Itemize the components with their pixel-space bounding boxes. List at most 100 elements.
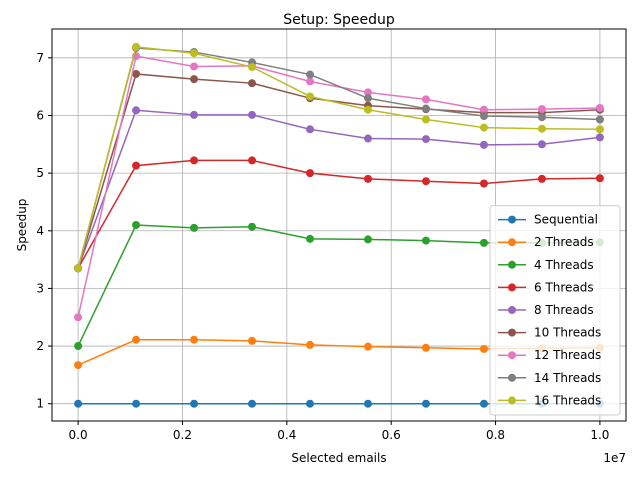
data-point: [132, 399, 141, 408]
data-point: [479, 238, 488, 247]
y-tick-label: 7: [36, 51, 44, 65]
data-point: [74, 264, 83, 273]
data-point: [190, 399, 199, 408]
legend-label: 12 Threads: [534, 348, 601, 362]
data-point: [190, 110, 199, 119]
legend-marker: [508, 396, 516, 405]
series-line: [77, 73, 600, 269]
data-point: [421, 104, 430, 113]
data-point: [74, 399, 83, 408]
legend-entry: 10 Threads: [498, 326, 601, 340]
legend-entry: 16 Threads: [498, 393, 601, 407]
legend-marker: [508, 351, 516, 360]
legend-entry: 14 Threads: [498, 371, 601, 385]
legend: Sequential 2 Threads 4 Threads 6 Threads 8 T…: [489, 205, 621, 416]
chart-title: Setup: Speedup: [283, 12, 395, 28]
data-point: [421, 135, 430, 144]
data-point: [363, 399, 372, 408]
legend-entry: 2 Threads: [498, 235, 594, 249]
data-point: [363, 94, 372, 103]
legend-entry: 4 Threads: [498, 258, 594, 272]
data-point: [479, 179, 488, 188]
data-point: [74, 361, 83, 370]
series-8-threads: [74, 106, 604, 273]
data-point: [595, 174, 604, 183]
legend-box: [489, 205, 621, 416]
legend-label: 16 Threads: [534, 393, 601, 407]
series-16-threads: [74, 42, 604, 273]
y-tick-label: 4: [36, 224, 44, 238]
data-point: [132, 161, 141, 170]
legend-marker: [508, 260, 516, 269]
legend-marker: [508, 306, 516, 314]
legend-entry: 8 Threads: [498, 303, 594, 317]
y-tick-label: 3: [36, 281, 44, 295]
x-tick-label: 0.4: [277, 428, 296, 442]
legend-entry: Sequential: [498, 213, 598, 227]
data-point: [479, 105, 488, 114]
y-tick-label: 2: [36, 339, 44, 353]
x-axis-offset-label: 1e7: [603, 451, 626, 465]
data-point: [595, 115, 604, 124]
data-point: [132, 106, 141, 115]
x-tick-label: 0.6: [382, 428, 401, 442]
data-point: [190, 223, 199, 232]
data-point: [132, 221, 141, 229]
data-point: [421, 177, 430, 186]
data-point: [306, 340, 315, 349]
data-point: [248, 79, 257, 88]
data-point: [190, 156, 199, 165]
data-point: [306, 77, 315, 86]
data-point: [306, 169, 315, 178]
legend-label: Sequential: [534, 213, 598, 227]
data-point: [537, 140, 546, 149]
data-point: [306, 399, 315, 408]
legend-label: 2 Threads: [534, 235, 594, 249]
data-point: [479, 399, 488, 408]
data-point: [537, 174, 546, 183]
series-line: [77, 109, 600, 269]
data-point: [132, 335, 141, 344]
series-line: [77, 46, 600, 269]
data-point: [595, 125, 604, 134]
legend-marker: [508, 215, 516, 224]
data-point: [363, 134, 372, 143]
y-tick-label: 1: [36, 397, 44, 411]
data-point: [421, 399, 430, 408]
x-tick-label: 1.0: [590, 428, 609, 442]
data-point: [363, 342, 372, 351]
legend-entry: 6 Threads: [498, 280, 594, 294]
data-point: [190, 49, 199, 58]
x-tick-label: 0.8: [486, 428, 505, 442]
legend-label: 4 Threads: [534, 258, 594, 272]
data-point: [248, 336, 257, 345]
x-tick-label: 0.0: [69, 428, 88, 442]
data-point: [190, 62, 199, 71]
data-point: [537, 124, 546, 133]
data-point: [537, 105, 546, 114]
data-point: [479, 112, 488, 121]
data-point: [248, 156, 257, 165]
plot-frame: [51, 28, 627, 422]
data-point: [479, 140, 488, 149]
y-axis-title: Speedup: [15, 199, 29, 252]
data-point: [190, 75, 199, 84]
legend-label: 14 Threads: [534, 371, 601, 385]
data-point: [132, 42, 141, 51]
data-point: [421, 343, 430, 352]
series-line: [77, 159, 600, 269]
legend-label: 6 Threads: [534, 280, 594, 294]
data-point: [421, 236, 430, 245]
legend-label: 10 Threads: [534, 326, 601, 340]
data-point: [421, 95, 430, 104]
data-point: [248, 222, 257, 231]
data-point: [74, 313, 83, 322]
data-point: [306, 70, 315, 79]
data-point: [306, 125, 315, 134]
data-point: [595, 103, 604, 112]
data-point: [363, 105, 372, 114]
data-point: [248, 63, 257, 72]
data-point: [132, 69, 141, 78]
